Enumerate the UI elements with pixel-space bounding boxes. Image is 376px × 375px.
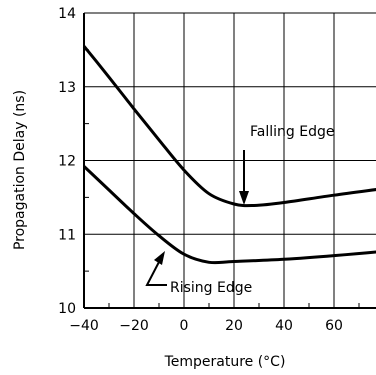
x-axis-label: Temperature (°C) [164, 354, 286, 370]
series-group [82, 45, 376, 265]
axes [83, 13, 376, 309]
falling-edge-arrow [239, 150, 249, 205]
rising-edge-annotation: Rising Edge [170, 280, 252, 296]
rising-edge-arrow [145, 251, 167, 286]
y-tick-label: 10 [58, 301, 76, 317]
y-tick-label: 14 [58, 6, 76, 22]
y-tick-label: 11 [58, 227, 76, 243]
y-tick-label: 13 [58, 80, 76, 96]
y-tick-label: 12 [58, 154, 76, 170]
x-tick-label: 0 [180, 318, 189, 334]
falling-edge-annotation: Falling Edge [250, 124, 334, 140]
series-line-rising-edge [82, 165, 376, 265]
x-tick-label: −20 [119, 318, 149, 334]
grid [84, 12, 376, 308]
y-axis-label: Propagation Delay (ns) [12, 90, 28, 250]
series-line-falling-edge [82, 45, 376, 208]
x-tick-label: 60 [325, 318, 343, 334]
x-tick-label: 40 [275, 318, 293, 334]
x-tick-label: 20 [225, 318, 243, 334]
tick-labels: −40−200204060801011121314 [58, 6, 376, 334]
x-tick-label: −40 [69, 318, 99, 334]
